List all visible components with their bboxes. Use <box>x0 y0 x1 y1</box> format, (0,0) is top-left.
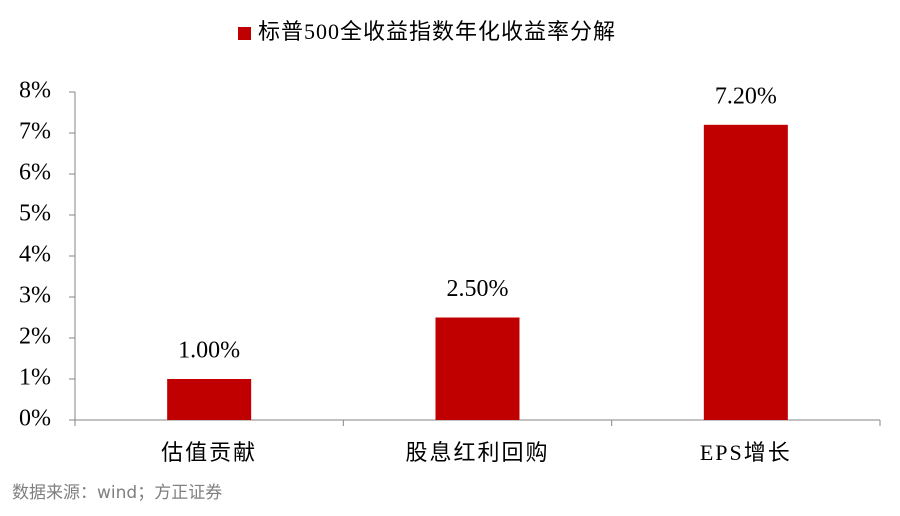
y-tick-label: 2% <box>19 324 51 350</box>
y-tick-label: 7% <box>19 119 51 145</box>
bar <box>703 124 788 421</box>
bar <box>167 379 252 420</box>
legend-swatch <box>238 27 251 40</box>
y-tick-label: 1% <box>19 365 51 391</box>
legend-label: 标普500全收益指数年化收益率分解 <box>258 19 616 44</box>
y-tick-label: 4% <box>19 242 51 268</box>
y-tick-label: 0% <box>19 406 51 432</box>
x-tick-label: 股息红利回购 <box>405 440 549 465</box>
x-tick-label: 估值贡献 <box>161 440 257 465</box>
data-label: 7.20% <box>715 83 777 109</box>
y-tick-label: 6% <box>19 160 51 186</box>
y-tick-label: 5% <box>19 201 51 227</box>
y-tick-label: 8% <box>19 78 51 104</box>
bar <box>435 317 520 420</box>
source-note: 数据来源：wind；方正证券 <box>12 483 222 503</box>
data-label: 1.00% <box>178 338 240 364</box>
data-label: 2.50% <box>447 276 509 302</box>
y-tick-label: 3% <box>19 283 51 309</box>
x-tick-label: EPS增长 <box>700 440 792 465</box>
